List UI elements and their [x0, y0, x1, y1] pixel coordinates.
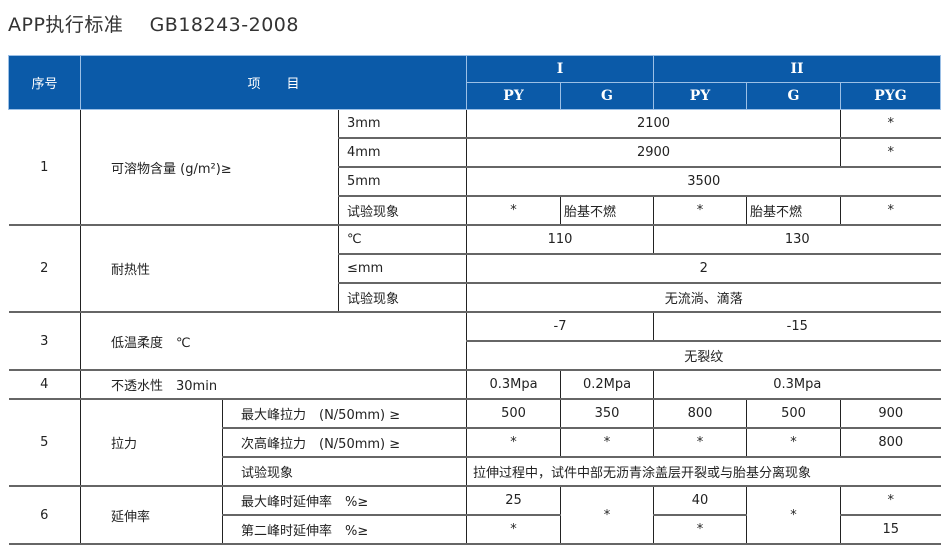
- header-py-i: PY: [466, 82, 561, 110]
- sub-item: ℃: [338, 224, 467, 255]
- value-cell: 900: [840, 398, 941, 429]
- header-type-i: I: [466, 55, 654, 83]
- seq-cell: 4: [8, 369, 81, 400]
- value-cell: 40: [653, 485, 747, 516]
- table-row: 次高峰拉力 (N/50mm) ≥ * * * * 800: [9, 427, 941, 458]
- value-cell: *: [653, 514, 747, 545]
- sub-item: 第二峰时延伸率 %≥: [222, 514, 467, 545]
- item-cell: 延伸率: [80, 485, 223, 545]
- table-row: 试验现象 无流淌、滴落: [9, 282, 941, 313]
- value-cell: *: [653, 195, 747, 226]
- header-type-ii: II: [653, 55, 941, 83]
- value-cell: *: [840, 195, 941, 226]
- value-cell: 胎基不燃: [560, 195, 654, 226]
- sub-item: 最大峰时延伸率 %≥: [222, 485, 467, 516]
- seq-cell: 3: [8, 311, 81, 371]
- value-cell: *: [840, 109, 941, 139]
- table-row: ≤mm 2: [9, 253, 941, 284]
- table-row: 第二峰时延伸率 %≥ * * 15: [9, 514, 941, 545]
- value-cell: 0.2Mpa: [560, 369, 654, 400]
- value-cell: 500: [466, 398, 561, 429]
- table-row: 5 拉力 最大峰拉力 (N/50mm) ≥ 500 350 800 500 90…: [8, 398, 941, 487]
- value-cell: 无裂纹: [466, 340, 941, 371]
- header-item: 项 目: [80, 55, 467, 110]
- value-cell: *: [746, 485, 841, 545]
- sub-item: 试验现象: [338, 195, 467, 226]
- table-row: 试验现象 * 胎基不燃 * 胎基不燃 *: [9, 195, 941, 226]
- value-cell: *: [840, 137, 941, 168]
- value-cell: -7: [466, 311, 654, 342]
- value-cell: 25: [466, 485, 561, 516]
- value-cell: *: [560, 427, 654, 458]
- value-cell: 无流淌、滴落: [466, 282, 941, 313]
- value-cell: *: [560, 485, 654, 545]
- value-cell: 2: [466, 253, 941, 284]
- value-cell: 0.3Mpa: [466, 369, 561, 400]
- value-cell: 3500: [466, 166, 941, 197]
- seq-cell: 2: [8, 224, 81, 313]
- value-cell: *: [466, 514, 561, 545]
- table-row: 1 可溶物含量 (g/m²)≥ 3mm 2100 *: [8, 109, 941, 226]
- value-cell: *: [466, 195, 561, 226]
- item-cell: 低温柔度 ℃: [80, 311, 467, 371]
- value-cell: *: [746, 427, 841, 458]
- value-cell: *: [653, 427, 747, 458]
- seq-cell: 5: [8, 398, 81, 487]
- table-row: 2 耐热性 ℃ 110 130: [8, 224, 941, 313]
- sub-item: 3mm: [338, 109, 467, 139]
- header-pyg: PYG: [840, 82, 941, 110]
- value-cell: 350: [560, 398, 654, 429]
- value-cell: 胎基不燃: [746, 195, 841, 226]
- seq-cell: 6: [8, 485, 81, 545]
- table-row: 4mm 2900 *: [9, 137, 941, 168]
- sub-item: 5mm: [338, 166, 467, 197]
- value-cell: 拉伸过程中，试件中部无沥青涂盖层开裂或与胎基分离现象: [466, 456, 941, 487]
- value-cell: 2900: [466, 137, 841, 168]
- item-cell: 耐热性: [80, 224, 339, 313]
- page-title: APP执行标准 GB18243-2008: [8, 14, 299, 36]
- value-cell: 110: [466, 224, 654, 255]
- value-cell: *: [466, 427, 561, 458]
- seq-cell: 1: [8, 109, 81, 226]
- table-row: 5mm 3500: [9, 166, 941, 197]
- value-cell: 2100: [466, 109, 841, 139]
- table-row: 6 延伸率 最大峰时延伸率 %≥ 25 * 40 * *: [8, 485, 941, 545]
- item-cell: 可溶物含量 (g/m²)≥: [80, 109, 339, 226]
- item-cell: 拉力: [80, 398, 223, 487]
- spec-table: 序号 项 目 I II PY G PY G PYG 1 可溶物含量 (g/m²)…: [8, 55, 941, 545]
- value-cell: 130: [653, 224, 941, 255]
- value-cell: *: [840, 485, 941, 516]
- header-g-i: G: [560, 82, 654, 110]
- sub-item: 试验现象: [222, 456, 467, 487]
- table-row: 无裂纹: [9, 340, 941, 371]
- table-row: 试验现象 拉伸过程中，试件中部无沥青涂盖层开裂或与胎基分离现象: [9, 456, 941, 487]
- value-cell: 800: [840, 427, 941, 458]
- value-cell: 0.3Mpa: [653, 369, 941, 400]
- sub-item: 最大峰拉力 (N/50mm) ≥: [222, 398, 467, 429]
- value-cell: 800: [653, 398, 747, 429]
- value-cell: -15: [653, 311, 941, 342]
- table-row: 3 低温柔度 ℃ -7 -15: [8, 311, 941, 371]
- header-seq: 序号: [8, 55, 81, 110]
- sub-item: ≤mm: [338, 253, 467, 284]
- sub-item: 试验现象: [338, 282, 467, 313]
- sub-item: 次高峰拉力 (N/50mm) ≥: [222, 427, 467, 458]
- header-py-ii: PY: [653, 82, 747, 110]
- header-g-ii: G: [746, 82, 841, 110]
- value-cell: 500: [746, 398, 841, 429]
- table-row: 4 不透水性 30min 0.3Mpa 0.2Mpa 0.3Mpa: [8, 369, 941, 400]
- sub-item: 4mm: [338, 137, 467, 168]
- value-cell: 15: [840, 514, 941, 545]
- item-cell: 不透水性 30min: [80, 369, 467, 400]
